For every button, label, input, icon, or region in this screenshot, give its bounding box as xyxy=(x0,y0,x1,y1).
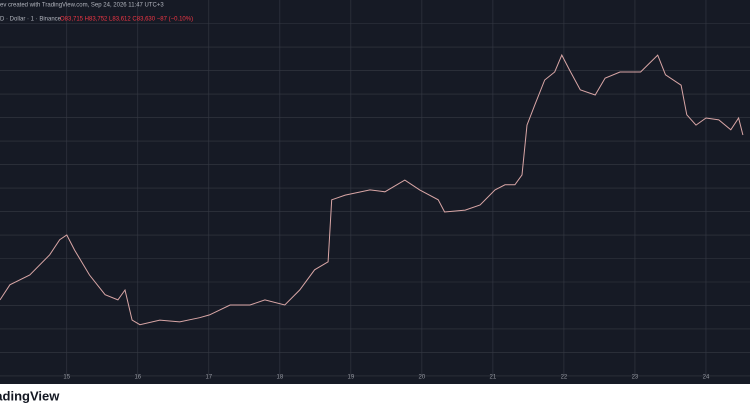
grid xyxy=(0,0,750,377)
chart-background xyxy=(0,0,750,384)
x-tick-label: 17 xyxy=(205,375,212,381)
plot: 15 16 17 18 19 20 21 22 23 24 xyxy=(0,53,744,381)
x-tick-label: 24 xyxy=(703,375,710,381)
x-tick-label: 22 xyxy=(561,375,568,381)
price-line xyxy=(0,53,744,326)
x-tick-label: 15 xyxy=(63,375,70,381)
x-tick-label: 20 xyxy=(419,375,426,381)
x-tick-label: 16 xyxy=(134,375,141,381)
symbol: D · Dollar · 1 · Binance xyxy=(0,17,62,23)
created-note: ev created with TradingView.com, Sep 24,… xyxy=(0,3,164,9)
x-tick-label: 18 xyxy=(276,375,283,381)
x-tick-label: 21 xyxy=(490,375,497,381)
x-tick-label: 19 xyxy=(348,375,355,381)
ohlc: O83,715 H83,752 L83,612 C83,630 −87 (−0.… xyxy=(60,17,193,23)
logo: TradingView xyxy=(0,388,60,403)
x-tick-label: 23 xyxy=(632,375,639,381)
